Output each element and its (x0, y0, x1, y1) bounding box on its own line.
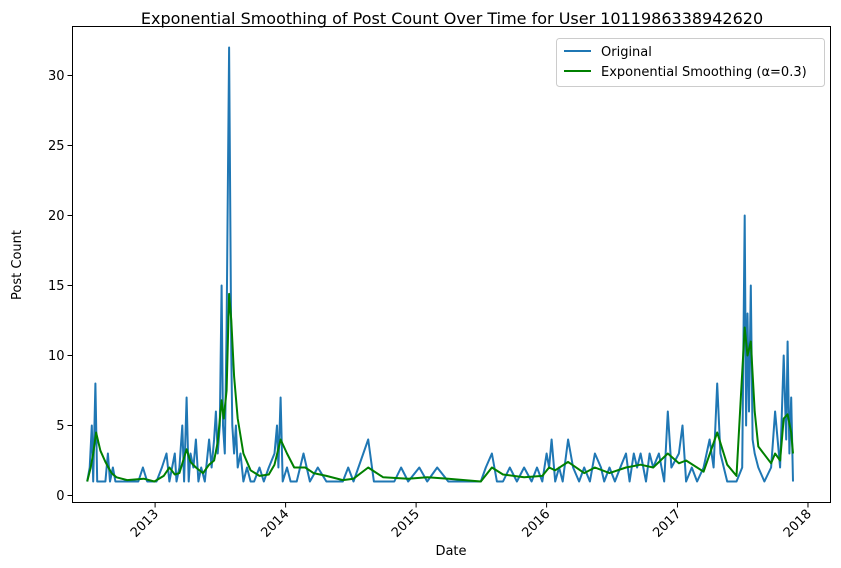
y-axis: 0 5 10 15 20 25 30 (48, 69, 73, 504)
chart-title: Exponential Smoothing of Post Count Over… (141, 9, 763, 28)
y-tick-label: 30 (48, 69, 65, 84)
y-tick-label: 0 (56, 489, 64, 504)
series-line-original (86, 46, 794, 483)
legend-box (556, 38, 825, 87)
x-axis-label: Date (435, 544, 466, 559)
legend: Original Exponential Smoothing (α=0.3) (556, 38, 825, 87)
y-tick-label: 20 (48, 209, 65, 224)
x-tick-label: 2014 (258, 507, 292, 541)
y-tick-label: 15 (48, 279, 65, 294)
plot-frame (72, 26, 831, 503)
plot-area (86, 46, 794, 483)
x-tick-label: 2016 (519, 507, 553, 541)
x-tick-label: 2018 (781, 507, 815, 541)
x-tick-label: 2013 (128, 507, 162, 541)
y-axis-label: Post Count (10, 230, 25, 300)
legend-label-smoothing: Exponential Smoothing (α=0.3) (601, 65, 807, 80)
x-axis: 2013 2014 2015 2016 2017 2018 (128, 502, 815, 541)
x-tick-label: 2015 (389, 507, 423, 541)
x-tick-label: 2017 (650, 507, 684, 541)
y-tick-label: 25 (48, 139, 65, 154)
y-tick-label: 10 (48, 349, 65, 364)
series-line-smoothing (86, 292, 794, 483)
y-tick-label: 5 (56, 419, 64, 434)
legend-label-original: Original (601, 45, 652, 60)
